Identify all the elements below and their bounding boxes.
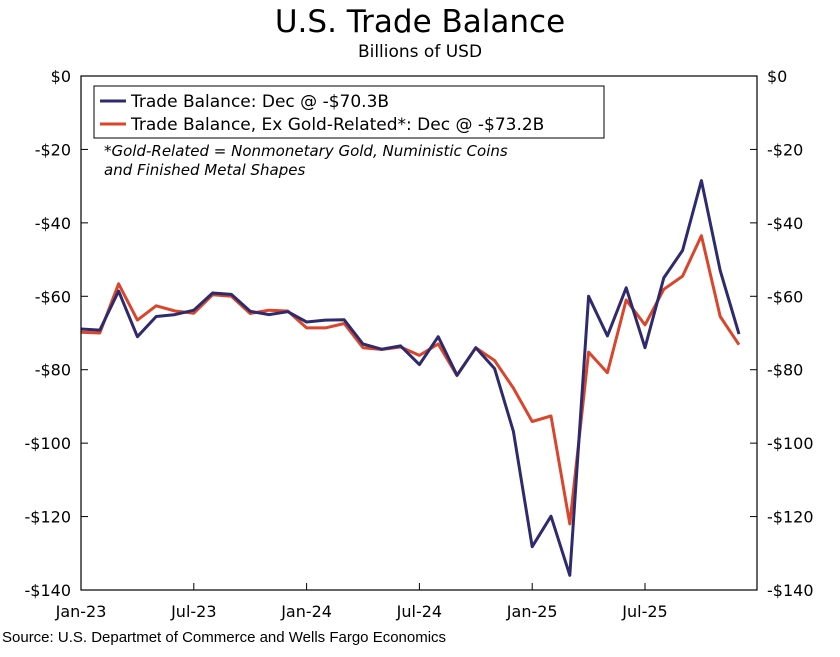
plot-frame xyxy=(80,75,758,591)
ytick-label-left: -$140 xyxy=(25,581,72,600)
ytick-label-right: -$60 xyxy=(767,287,803,306)
xtick-label: Jan-25 xyxy=(506,602,558,621)
ytick-label-left: -$40 xyxy=(35,214,71,233)
ytick-label-right: -$100 xyxy=(767,434,814,453)
ytick-label-left: -$20 xyxy=(35,140,71,159)
ytick-label-right: $0 xyxy=(767,67,787,86)
gold-note-line-1: *Gold-Related = Nonmonetary Gold, Numini… xyxy=(104,142,508,160)
chart-subtitle: Billions of USD xyxy=(357,42,483,62)
ytick-label-left: -$80 xyxy=(35,361,71,380)
xtick-label: Jan-23 xyxy=(55,602,107,621)
source-note: Source: U.S. Departmet of Commerce and W… xyxy=(2,629,447,646)
ytick-label-right: -$140 xyxy=(767,581,814,600)
xtick-label: Jul-24 xyxy=(396,602,442,621)
series-line-trade-balance xyxy=(80,179,741,577)
legend-label-trade-balance: Trade Balance: Dec @ -$70.3B xyxy=(130,92,389,112)
ytick-label-left: -$60 xyxy=(35,287,71,306)
ytick-label-left: $0 xyxy=(51,67,71,86)
ytick-label-right: -$40 xyxy=(767,214,803,233)
ytick-label-left: -$100 xyxy=(25,434,72,453)
gold-note-line-2: and Finished Metal Shapes xyxy=(104,161,305,179)
ytick-label-right: -$20 xyxy=(767,140,803,159)
xtick-label: Jul-25 xyxy=(621,602,667,621)
legend-box xyxy=(93,85,605,139)
ytick-label-right: -$80 xyxy=(767,361,803,380)
legend-label-ex-gold: Trade Balance, Ex Gold-Related*: Dec @ -… xyxy=(130,115,544,135)
xtick-label: Jul-23 xyxy=(170,602,216,621)
ytick-label-left: -$120 xyxy=(25,508,72,527)
chart-title: U.S. Trade Balance xyxy=(274,4,566,40)
xtick-label: Jan-24 xyxy=(280,602,332,621)
ytick-label-right: -$120 xyxy=(767,508,814,527)
series-line-ex-gold xyxy=(80,234,741,526)
